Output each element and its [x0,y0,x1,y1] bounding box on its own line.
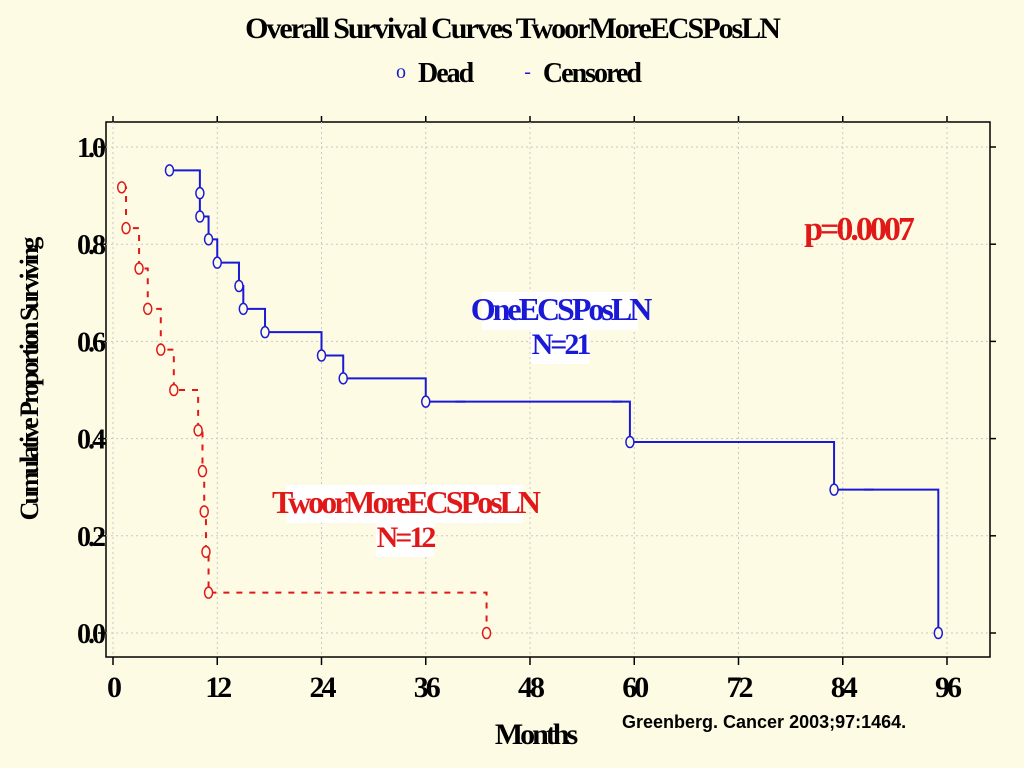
legend-censored-label: Censored [542,58,642,89]
annotation-red-group: TwoorMoreECSPosLN [272,484,541,520]
dead-marker [212,256,222,269]
annotation-red-n: N=12 [377,521,436,554]
x-tick-label: 24 [310,671,337,704]
dead-marker [134,262,144,275]
chart-title: Overall Survival Curves TwoorMoreECSPosL… [245,12,781,45]
dead-marker [421,395,431,408]
dead-marker [164,164,175,177]
dead-marker [338,372,348,385]
dead-marker [197,464,208,478]
annotation-red-n-bg [375,521,435,557]
dead-marker [234,279,244,293]
dead-marker [625,435,635,449]
citation: Greenberg. Cancer 2003;97:1464. [622,712,907,732]
x-tick-label: 12 [205,671,231,704]
x-tick-label: 0 [107,671,121,704]
dead-marker [203,233,214,246]
dead-marker [316,349,327,362]
y-tick-label: 0.6 [77,327,106,358]
x-tick-label: 48 [518,671,544,704]
dead-marker [121,221,131,235]
x-tick-label: 36 [414,671,441,704]
dead-marker [238,302,249,316]
x-tick-label: 96 [935,671,962,704]
dead-marker [193,424,203,437]
dead-marker [199,505,209,518]
p-value: p=0.0007 [804,211,915,248]
dead-marker [169,383,179,397]
dead-marker [143,302,153,316]
dead-marker [829,483,839,496]
x-tick-label: 84 [831,671,858,704]
annotation-red-group-bg [286,485,524,523]
annotation-blue-n-bg [530,328,590,364]
annotation-blue-n: N=21 [532,328,591,361]
annotation-blue-group-bg [482,292,638,330]
x-tick-label: 72 [727,671,753,704]
dead-marker [203,586,214,599]
dead-marker [201,545,211,559]
dead-marker [116,181,127,194]
dead-marker [156,343,166,356]
survival-curve-one-ecs [169,169,940,633]
dead-marker [195,186,205,200]
plot-frame [105,121,991,658]
chart-legend: o Dead - Censored [0,58,1024,90]
x-axis-label: Months [494,718,578,751]
y-axis-label: Cumulative Proportion Surviving [15,239,44,521]
y-tick-label: 1.0 [77,133,105,164]
legend-dead-label: Dead [418,58,474,89]
legend-censored-symbol: - [524,61,531,83]
dead-marker [260,325,270,339]
annotation-blue-group: OneECSPosLN [471,291,652,327]
legend-dead-symbol: o [396,61,407,83]
y-tick-label: 0.2 [77,522,105,553]
dead-marker [933,626,944,640]
dead-marker [195,210,205,223]
survival-curve-two-or-more-ecs [121,186,488,633]
y-tick-label: 0.0 [77,619,105,650]
dead-marker [481,626,492,640]
y-tick-label: 0.4 [77,425,106,456]
x-tick-label: 60 [622,671,648,704]
y-tick-label: 0.8 [77,230,106,261]
